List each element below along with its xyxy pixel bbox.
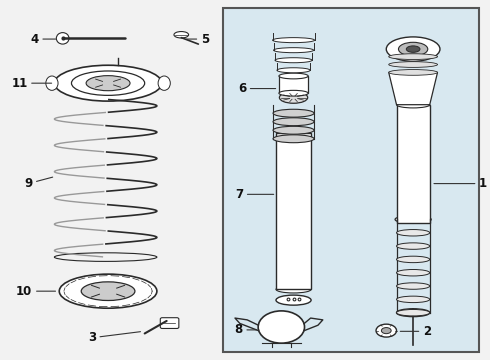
Ellipse shape — [396, 283, 430, 289]
Ellipse shape — [158, 76, 171, 90]
Ellipse shape — [398, 42, 428, 56]
Polygon shape — [389, 72, 438, 105]
Text: 5: 5 — [187, 32, 209, 46]
Ellipse shape — [376, 324, 396, 337]
Ellipse shape — [273, 48, 314, 53]
Ellipse shape — [272, 38, 315, 42]
Ellipse shape — [273, 118, 314, 126]
Ellipse shape — [273, 109, 314, 117]
Bar — [396, 105, 430, 223]
Text: 1: 1 — [434, 177, 487, 190]
Ellipse shape — [273, 135, 314, 143]
Text: 7: 7 — [235, 188, 274, 201]
Bar — [276, 134, 311, 289]
Ellipse shape — [275, 58, 312, 63]
Ellipse shape — [396, 296, 430, 303]
Ellipse shape — [72, 71, 145, 95]
Ellipse shape — [396, 270, 430, 276]
Text: 11: 11 — [11, 77, 51, 90]
Text: 10: 10 — [16, 285, 55, 298]
Ellipse shape — [46, 76, 58, 90]
Text: 4: 4 — [30, 32, 55, 46]
Bar — [279, 76, 308, 93]
Ellipse shape — [174, 32, 189, 38]
Ellipse shape — [277, 68, 310, 73]
Ellipse shape — [395, 216, 431, 224]
Ellipse shape — [389, 62, 438, 67]
Ellipse shape — [381, 328, 391, 334]
Ellipse shape — [56, 33, 69, 44]
Ellipse shape — [406, 46, 420, 52]
Text: 6: 6 — [238, 82, 276, 95]
Ellipse shape — [81, 282, 135, 301]
Ellipse shape — [396, 102, 430, 108]
Ellipse shape — [276, 295, 311, 305]
Ellipse shape — [396, 310, 430, 316]
Ellipse shape — [396, 243, 430, 249]
Ellipse shape — [279, 92, 308, 103]
Ellipse shape — [386, 37, 440, 61]
Text: 2: 2 — [400, 325, 431, 338]
Text: 3: 3 — [88, 331, 141, 344]
Ellipse shape — [396, 256, 430, 263]
Ellipse shape — [54, 65, 162, 101]
Text: 9: 9 — [24, 177, 52, 190]
Ellipse shape — [389, 54, 438, 59]
Bar — [223, 8, 479, 352]
Ellipse shape — [396, 230, 430, 236]
Text: 8: 8 — [235, 323, 257, 336]
Ellipse shape — [276, 286, 311, 293]
FancyBboxPatch shape — [160, 318, 179, 328]
Ellipse shape — [279, 73, 308, 79]
Ellipse shape — [258, 311, 304, 343]
Ellipse shape — [389, 69, 438, 75]
Ellipse shape — [279, 90, 308, 96]
Ellipse shape — [59, 274, 157, 308]
Ellipse shape — [396, 309, 430, 317]
Ellipse shape — [86, 76, 130, 91]
Ellipse shape — [273, 126, 314, 134]
